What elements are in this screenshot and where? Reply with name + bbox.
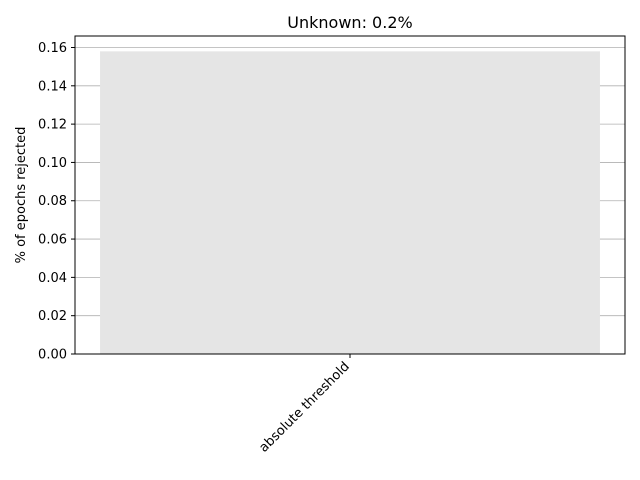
bars <box>100 51 600 354</box>
bar <box>100 51 600 354</box>
y-tick-label: 0.00 <box>38 348 67 363</box>
y-tick-label: 0.10 <box>38 156 67 171</box>
y-axis-ticks: 0.00 0.02 0.04 0.06 0.08 0.10 0.12 0.14 0.16 <box>38 41 75 363</box>
y-tick-label: 0.14 <box>38 79 67 94</box>
y-tick-label: 0.02 <box>38 309 67 324</box>
y-tick-label: 0.04 <box>38 271 67 286</box>
y-tick-label: 0.08 <box>38 194 67 209</box>
x-axis-ticks: absolute threshold <box>256 354 353 456</box>
x-tick-label: absolute threshold <box>256 359 352 455</box>
y-tick-label: 0.06 <box>38 233 67 248</box>
y-axis-label: % of epochs rejected <box>14 127 29 264</box>
chart-title: Unknown: 0.2% <box>287 13 412 32</box>
y-tick-label: 0.12 <box>38 118 67 133</box>
y-tick-label: 0.16 <box>38 41 67 56</box>
